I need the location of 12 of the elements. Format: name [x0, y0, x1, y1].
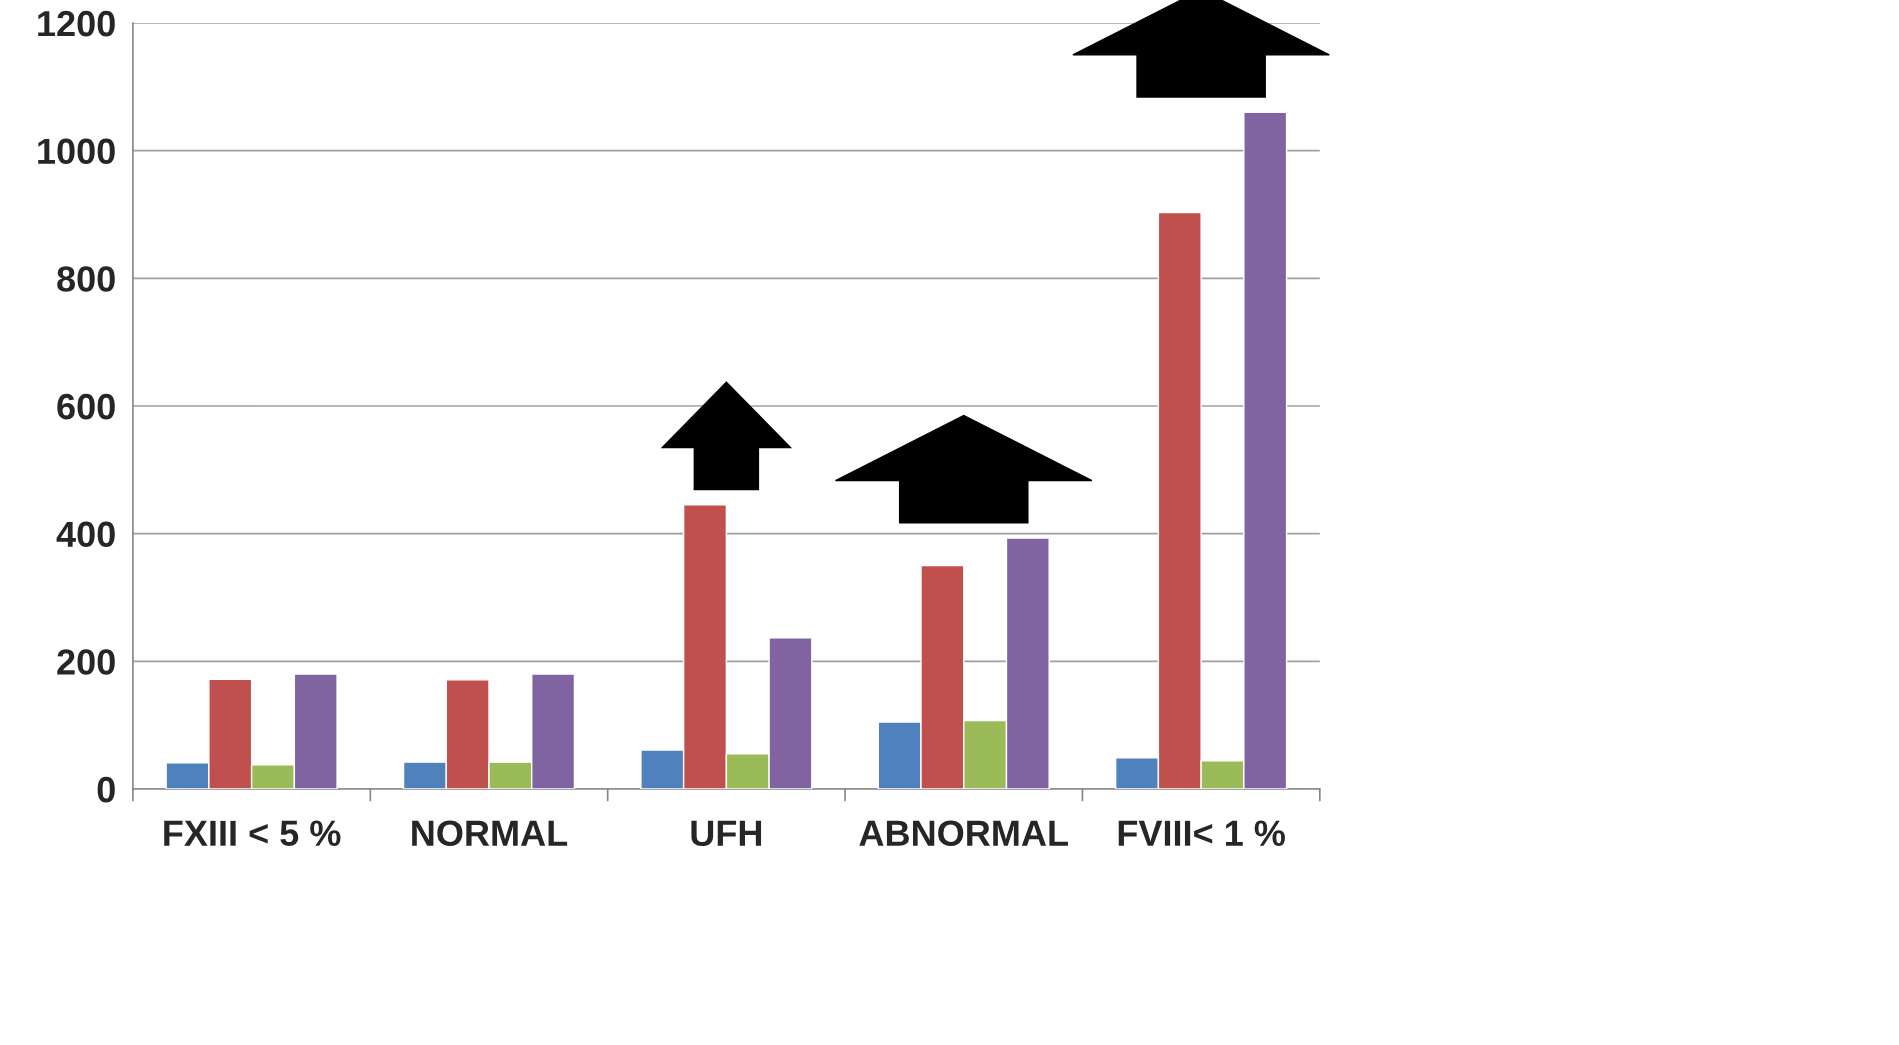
y-tick-label: 200 — [57, 649, 115, 675]
x-tick-label: ABNORMAL — [859, 820, 1068, 847]
x-tick-label: FXIII < 5 % — [164, 820, 341, 847]
y-tick-label: 1200 — [38, 10, 115, 37]
x-tick-label: NORMAL — [412, 820, 568, 847]
y-tick-label: 600 — [57, 393, 115, 420]
y-tick-label: 1000 — [38, 138, 115, 165]
x-tick-label: FVIII< 1 % — [1118, 820, 1285, 846]
x-tick-label: UFH — [691, 820, 762, 847]
y-tick-label: 400 — [56, 521, 115, 548]
y-tick-label: 800 — [57, 266, 115, 292]
y-tick-label: 0 — [97, 776, 115, 803]
